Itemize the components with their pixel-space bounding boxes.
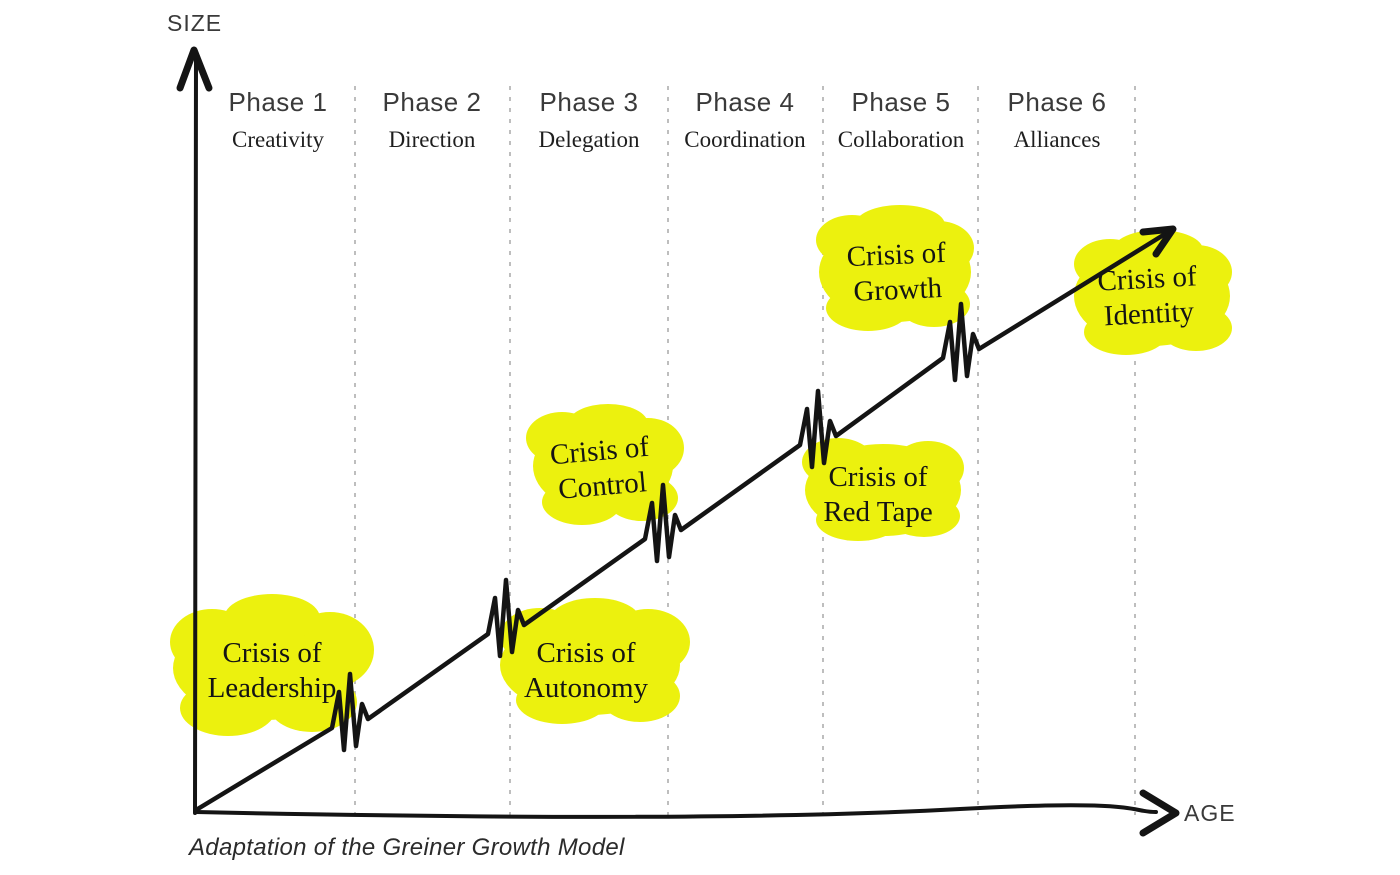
y-axis-line xyxy=(193,54,198,815)
crisis-line2: Red Tape xyxy=(823,496,933,528)
phase-title: Phase 1 xyxy=(228,87,328,117)
diagram-caption: Adaptation of the Greiner Growth Model xyxy=(189,834,625,861)
phase-title: Phase 6 xyxy=(1007,87,1107,117)
x-axis-line xyxy=(194,803,1158,819)
y-axis-label: SIZE xyxy=(167,10,223,36)
highlight-blob-autonomy xyxy=(500,598,690,724)
phase-sublabel: Delegation xyxy=(538,127,640,152)
phase-title: Phase 4 xyxy=(695,87,795,117)
phase-title: Phase 2 xyxy=(382,87,482,117)
phase-sublabel: Creativity xyxy=(232,127,324,152)
phase-4-header: Phase 4 Coordination xyxy=(665,87,825,153)
highlight-blob-leadership xyxy=(170,594,374,736)
crisis-line1: Crisis of xyxy=(828,461,928,493)
phase-sublabel: Alliances xyxy=(1013,127,1101,152)
crisis-label-redtape: Crisis of Red Tape xyxy=(763,460,993,530)
phase-5-header: Phase 5 Collaboration xyxy=(821,87,981,153)
growth-line xyxy=(193,231,1168,813)
highlight-blob-growth xyxy=(816,205,974,331)
x-axis-arrowhead-icon xyxy=(1139,789,1180,837)
phase-2-header: Phase 2 Direction xyxy=(352,87,512,153)
crisis-line2: Leadership xyxy=(207,672,337,704)
phase-sublabel: Collaboration xyxy=(837,127,965,152)
phase-3-header: Phase 3 Delegation xyxy=(509,87,669,153)
phase-title: Phase 3 xyxy=(539,87,639,117)
crisis-line1: Crisis of xyxy=(536,637,636,669)
phase-1-header: Phase 1 Creativity xyxy=(198,87,358,153)
crisis-line1: Crisis of xyxy=(222,637,322,669)
crisis-label-identity: Crisis of Identity xyxy=(1031,256,1264,338)
highlight-blob-redtape xyxy=(802,438,964,541)
highlight-blob-identity xyxy=(1074,230,1232,355)
phase-6-header: Phase 6 Alliances xyxy=(977,87,1137,153)
growth-line-arrowhead-icon xyxy=(1139,225,1177,258)
phase-sublabel: Coordination xyxy=(684,127,806,152)
crisis-line2: Autonomy xyxy=(523,672,649,704)
phase-title: Phase 5 xyxy=(851,87,951,117)
x-axis-label: AGE xyxy=(1184,800,1236,826)
crisis-label-leadership: Crisis of Leadership xyxy=(157,636,387,706)
crisis-label-growth: Crisis of Growth xyxy=(781,233,1014,313)
y-axis-arrowhead-icon xyxy=(176,46,213,92)
phase-sublabel: Direction xyxy=(388,127,476,152)
highlight-blobs xyxy=(170,205,1232,736)
highlight-blob-control xyxy=(526,404,684,525)
crisis-label-autonomy: Crisis of Autonomy xyxy=(471,636,701,706)
